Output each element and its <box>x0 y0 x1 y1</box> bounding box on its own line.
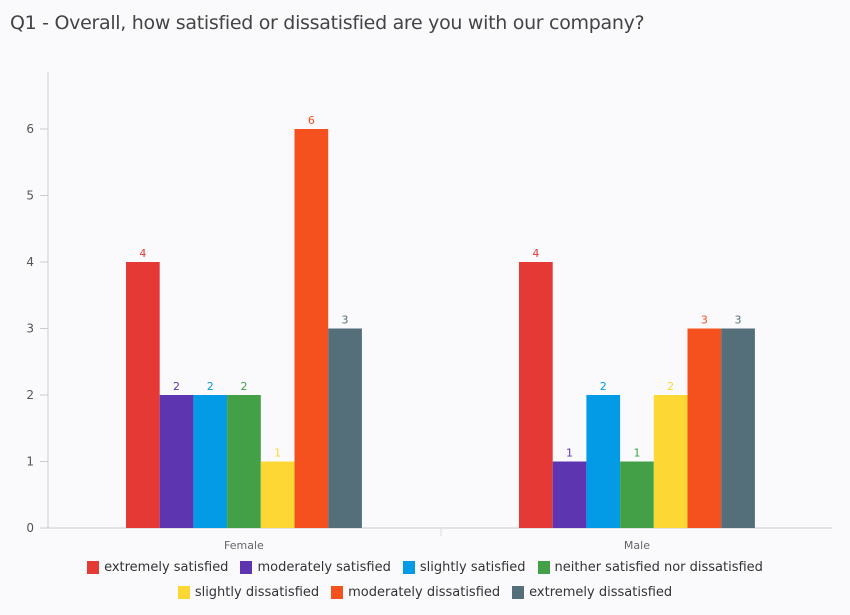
bar-male-3 <box>620 461 654 528</box>
legend-label: slightly satisfied <box>419 560 526 575</box>
legend-swatch <box>402 561 415 574</box>
y-tick-label: 0 <box>26 521 34 535</box>
data-label: 3 <box>342 314 349 327</box>
data-label: 2 <box>600 380 607 393</box>
legend-label: slightly dissatisfied <box>194 585 320 600</box>
legend-swatch <box>331 586 344 599</box>
data-label: 3 <box>735 314 742 327</box>
data-label: 1 <box>274 447 281 460</box>
y-tick-label: 4 <box>26 255 34 269</box>
bar-female-5 <box>294 129 329 528</box>
data-label: 2 <box>240 380 247 393</box>
y-tick-label: 6 <box>26 122 34 136</box>
bar-male-0 <box>519 262 553 528</box>
x-tick-label: Female <box>224 539 264 552</box>
y-tick-label: 1 <box>26 455 34 469</box>
data-label: 2 <box>207 380 214 393</box>
bar-male-4 <box>653 395 688 528</box>
chart-title: Q1 - Overall, how satisfied or dissatisf… <box>10 12 645 34</box>
bar-female-1 <box>159 395 194 528</box>
legend-item[interactable]: extremely dissatisfied <box>512 585 672 600</box>
bar-female-4 <box>260 461 295 528</box>
data-label: 1 <box>566 447 573 460</box>
data-label: 4 <box>532 247 539 260</box>
legend-item[interactable]: neither satisfied nor dissatisfied <box>537 560 763 575</box>
bar-female-3 <box>227 395 261 528</box>
legend-label: moderately dissatisfied <box>348 585 501 600</box>
bar-male-1 <box>552 461 587 528</box>
y-tick-label: 2 <box>26 388 34 402</box>
bar-female-0 <box>126 262 160 528</box>
bar-female-6 <box>328 328 362 528</box>
data-label: 6 <box>308 114 315 127</box>
legend-label: extremely dissatisfied <box>529 585 673 600</box>
legend-item[interactable]: slightly satisfied <box>402 560 526 575</box>
data-label: 2 <box>173 380 180 393</box>
legend-item[interactable]: moderately satisfied <box>240 560 391 575</box>
legend-label: extremely satisfied <box>104 560 229 575</box>
legend-swatch <box>512 586 525 599</box>
legend-item[interactable]: slightly dissatisfied <box>177 585 320 600</box>
data-label: 1 <box>633 447 640 460</box>
bar-male-2 <box>586 395 621 528</box>
data-label: 2 <box>667 380 674 393</box>
legend-swatch <box>177 586 190 599</box>
data-label: 3 <box>701 314 708 327</box>
legend-label: moderately satisfied <box>257 560 391 575</box>
data-label: 4 <box>139 247 146 260</box>
legend-label: neither satisfied nor dissatisfied <box>554 560 763 575</box>
y-tick-label: 3 <box>26 322 34 336</box>
legend-swatch <box>240 561 253 574</box>
legend-swatch <box>537 561 550 574</box>
legend-item[interactable]: extremely satisfied <box>87 560 228 575</box>
y-tick-label: 5 <box>26 189 34 203</box>
legend-swatch <box>87 561 100 574</box>
bar-female-2 <box>193 395 228 528</box>
legend-item[interactable]: moderately dissatisfied <box>331 585 500 600</box>
bar-male-6 <box>721 328 755 528</box>
legend-row-1: extremely satisfied moderately satisfied s… <box>0 560 850 575</box>
x-tick-label: Male <box>624 539 650 552</box>
legend-row-2: slightly dissatisfied moderately dissatis… <box>0 585 850 600</box>
bar-male-5 <box>687 328 722 528</box>
